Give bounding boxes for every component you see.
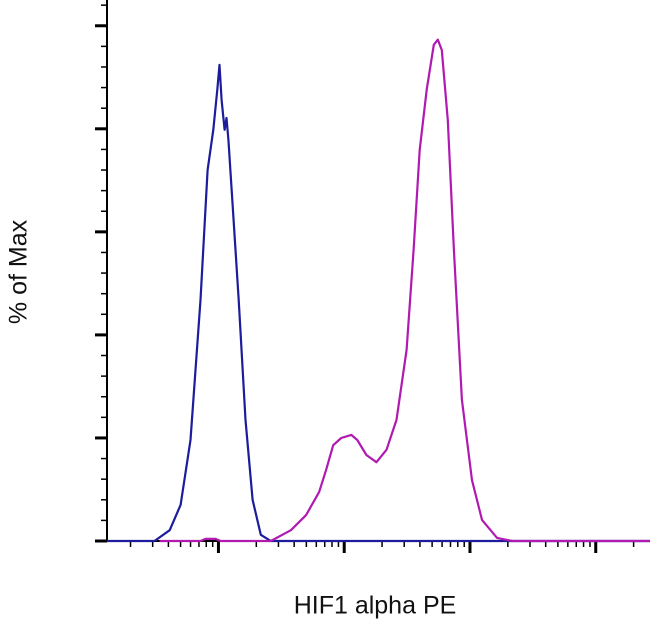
histogram-line bbox=[107, 63, 650, 543]
y-axis-label: % of Max bbox=[5, 219, 33, 324]
x-axis-label: HIF1 alpha PE bbox=[294, 592, 457, 620]
histogram-line bbox=[159, 38, 650, 543]
